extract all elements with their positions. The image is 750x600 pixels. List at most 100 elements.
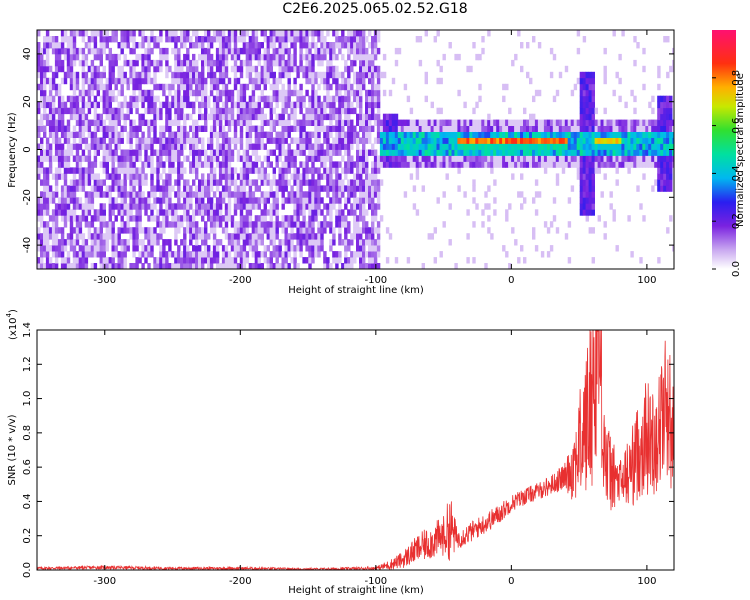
heatmap-cell bbox=[514, 131, 518, 138]
heatmap-cell bbox=[523, 125, 527, 132]
heatmap-cell bbox=[326, 101, 330, 109]
heatmap-cell bbox=[317, 209, 321, 216]
heatmap-cell bbox=[314, 245, 318, 252]
heatmap-cell bbox=[272, 30, 276, 37]
heatmap-cell bbox=[263, 227, 267, 234]
heatmap-cell bbox=[439, 137, 443, 144]
heatmap-cell bbox=[251, 143, 256, 150]
heatmap-cell bbox=[221, 65, 226, 73]
heatmap-cell bbox=[57, 197, 62, 204]
heatmap-cell bbox=[186, 209, 190, 216]
heatmap-cell bbox=[147, 42, 151, 49]
heatmap-cell bbox=[511, 143, 515, 150]
heatmap-cell bbox=[344, 89, 348, 97]
heatmap-cell bbox=[75, 131, 80, 138]
heatmap-cell bbox=[43, 125, 47, 132]
heatmap-cell bbox=[320, 77, 324, 85]
heatmap-cell bbox=[368, 59, 372, 67]
heatmap-cell bbox=[54, 167, 59, 174]
heatmap-cell bbox=[260, 113, 264, 121]
heatmap-cell bbox=[320, 245, 324, 252]
heatmap-cell bbox=[281, 179, 285, 186]
heatmap-cell bbox=[66, 149, 71, 156]
heatmap-cell bbox=[60, 95, 65, 103]
heatmap-cell bbox=[159, 233, 163, 240]
heatmap-cell bbox=[204, 149, 208, 156]
heatmap-cell bbox=[126, 42, 130, 49]
heatmap-cell bbox=[90, 245, 95, 252]
heatmap-cell bbox=[90, 191, 95, 198]
heatmap-cell bbox=[534, 191, 539, 198]
heatmap-cell bbox=[254, 83, 259, 91]
heatmap-cell bbox=[66, 53, 71, 61]
heatmap-cell bbox=[239, 227, 244, 234]
heatmap-cell bbox=[627, 215, 631, 222]
heatmap-cell bbox=[308, 59, 312, 67]
heatmap-cell bbox=[224, 203, 229, 210]
heatmap-cell bbox=[198, 203, 202, 210]
heatmap-cell bbox=[382, 89, 387, 97]
heatmap-cell bbox=[326, 42, 330, 49]
heatmap-cell bbox=[123, 125, 127, 132]
heatmap-cell bbox=[281, 215, 285, 222]
heatmap-cell bbox=[376, 227, 381, 234]
heatmap-cell bbox=[630, 149, 634, 156]
heatmap-cell bbox=[43, 71, 47, 79]
heatmap-cell bbox=[314, 53, 318, 61]
heatmap-cell bbox=[266, 47, 270, 55]
heatmap-cell bbox=[460, 119, 464, 126]
heatmap-cell bbox=[332, 233, 336, 240]
heatmap-cell bbox=[66, 251, 71, 258]
heatmap-cell bbox=[156, 83, 160, 91]
heatmap-cell bbox=[63, 149, 68, 156]
heatmap-cell bbox=[153, 95, 157, 103]
heatmap-cell bbox=[69, 47, 74, 55]
heatmap-cell bbox=[174, 101, 178, 109]
heatmap-cell bbox=[505, 119, 509, 126]
heatmap-cell bbox=[272, 251, 276, 258]
heatmap-cell bbox=[353, 215, 357, 222]
heatmap-cell bbox=[84, 215, 89, 222]
heatmap-cell bbox=[37, 143, 41, 150]
heatmap-cell bbox=[215, 215, 220, 222]
heatmap-cell bbox=[129, 95, 133, 103]
heatmap-cell bbox=[81, 30, 86, 37]
heatmap-cell bbox=[48, 149, 53, 156]
heatmap-cell bbox=[129, 197, 133, 204]
heatmap-cell bbox=[332, 185, 336, 192]
heatmap-cell bbox=[138, 227, 142, 234]
heatmap-cell bbox=[40, 239, 44, 246]
heatmap-cell bbox=[666, 155, 670, 162]
heatmap-cell bbox=[96, 173, 100, 180]
heatmap-cell bbox=[114, 30, 118, 37]
heatmap-cell bbox=[642, 131, 646, 138]
heatmap-cell bbox=[481, 143, 485, 150]
heatmap-cell bbox=[263, 221, 267, 228]
heatmap-cell bbox=[153, 191, 157, 198]
heatmap-cell bbox=[236, 36, 241, 43]
heatmap-cell bbox=[332, 137, 336, 144]
heatmap-cell bbox=[153, 203, 157, 210]
heatmap-cell bbox=[311, 173, 315, 180]
heatmap-cell bbox=[141, 137, 145, 144]
heatmap-cell bbox=[150, 167, 154, 174]
heatmap-cell bbox=[421, 143, 425, 150]
heatmap-cell bbox=[43, 95, 47, 103]
heatmap-cell bbox=[43, 155, 47, 162]
heatmap-cell bbox=[177, 119, 181, 126]
heatmap-cell bbox=[218, 30, 223, 37]
heatmap-cell bbox=[108, 125, 112, 132]
heatmap-cell bbox=[245, 53, 250, 61]
heatmap-cell bbox=[233, 83, 238, 91]
heatmap-cell bbox=[439, 77, 443, 85]
heatmap-cell bbox=[633, 137, 637, 144]
heatmap-cell bbox=[204, 30, 208, 37]
heatmap-cell bbox=[224, 137, 229, 144]
heatmap-cell bbox=[207, 245, 211, 252]
heatmap-cell bbox=[293, 113, 297, 121]
heatmap-cell bbox=[230, 119, 235, 126]
heatmap-cell bbox=[278, 221, 282, 228]
heatmap-cell bbox=[591, 137, 595, 144]
heatmap-cell bbox=[117, 239, 121, 246]
heatmap-cell bbox=[132, 83, 136, 91]
